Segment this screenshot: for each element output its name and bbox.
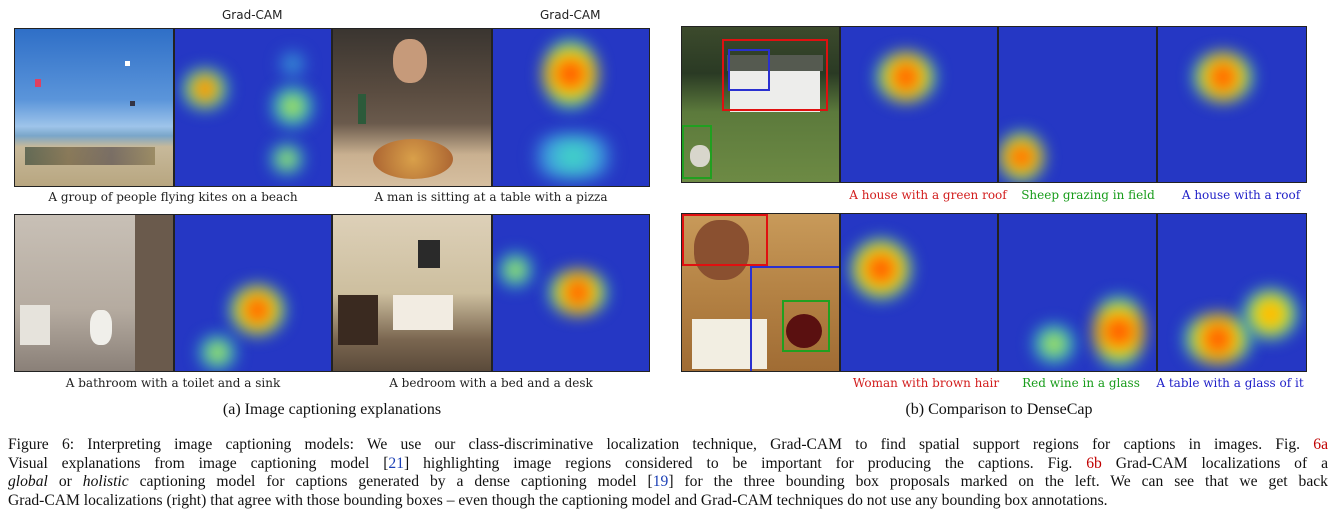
bedroom-photo: [332, 214, 492, 372]
caption-text: ] for the three bounding box proposals m…: [668, 473, 1328, 491]
subcaption-a: (a) Image captioning explanations: [222, 401, 442, 418]
caption-text: Visual explanations from image captionin…: [8, 454, 389, 472]
gradcam-label-2: Grad-CAM: [540, 8, 601, 22]
caption-text: Grad-CAM localizations of a: [1115, 454, 1328, 472]
fig-ref-6a[interactable]: 6a: [1313, 436, 1328, 453]
bedroom-gradcam: [492, 214, 650, 372]
house-roof-gradcam: [1157, 26, 1307, 183]
caption-red-wine: Red wine in a glass: [1022, 376, 1140, 390]
citation-21[interactable]: 21: [388, 454, 404, 472]
sheep-gradcam: [998, 26, 1157, 183]
woman-wine-photo: [681, 213, 840, 372]
caption-sheep: Sheep grazing in field: [1021, 188, 1155, 202]
bathroom-gradcam: [174, 214, 332, 372]
caption-line-2: Visual explanations from image captionin…: [8, 455, 1328, 474]
house-sheep-photo: [681, 26, 840, 183]
caption-line-4: Grad-CAM localizations (right) that agre…: [8, 492, 1328, 511]
caption-woman-hair: Woman with brown hair: [852, 376, 1000, 390]
table-glass-gradcam: [1157, 213, 1307, 372]
caption-italic: holistic: [82, 473, 129, 491]
caption-italic: global: [8, 473, 48, 491]
citation-19[interactable]: 19: [652, 473, 669, 491]
caption-line-1: Figure 6: Interpreting image captioning …: [8, 436, 1328, 455]
caption-text: captioning model for captions generated …: [139, 473, 653, 491]
woman-hair-gradcam: [840, 213, 998, 372]
caption-text: ] highlighting image regions considered …: [404, 454, 1073, 472]
subcaption-b: (b) Comparison to DenseCap: [905, 401, 1093, 418]
man-pizza-photo: [332, 28, 492, 187]
man-pizza-gradcam: [492, 28, 650, 187]
fig-ref-6b[interactable]: 6b: [1086, 454, 1102, 472]
bathroom-photo: [14, 214, 174, 372]
caption-beach: A group of people flying kites on a beac…: [48, 190, 298, 204]
red-wine-gradcam: [998, 213, 1157, 372]
house-green-roof-gradcam: [840, 26, 998, 183]
caption-text: Figure 6: Interpreting image captioning …: [8, 436, 1301, 453]
gradcam-label-1: Grad-CAM: [222, 8, 283, 22]
beach-kites-photo: [14, 28, 174, 187]
beach-kites-gradcam: [174, 28, 332, 187]
caption-text: Grad-CAM localizations (right) that agre…: [8, 491, 1108, 509]
caption-bathroom: A bathroom with a toilet and a sink: [65, 376, 281, 390]
caption-table-glass: A table with a glass of it: [1156, 376, 1304, 390]
caption-house-roof: A house with a roof: [1181, 188, 1301, 202]
caption-line-3: global or holistic captioning model for …: [8, 473, 1328, 492]
caption-text: or: [58, 473, 72, 491]
caption-green-roof: A house with a green roof: [849, 188, 1007, 202]
caption-bedroom: A bedroom with a bed and a desk: [389, 376, 593, 390]
caption-pizza: A man is sitting at a table with a pizza: [374, 190, 608, 204]
figure-caption: Figure 6: Interpreting image captioning …: [8, 436, 1328, 510]
